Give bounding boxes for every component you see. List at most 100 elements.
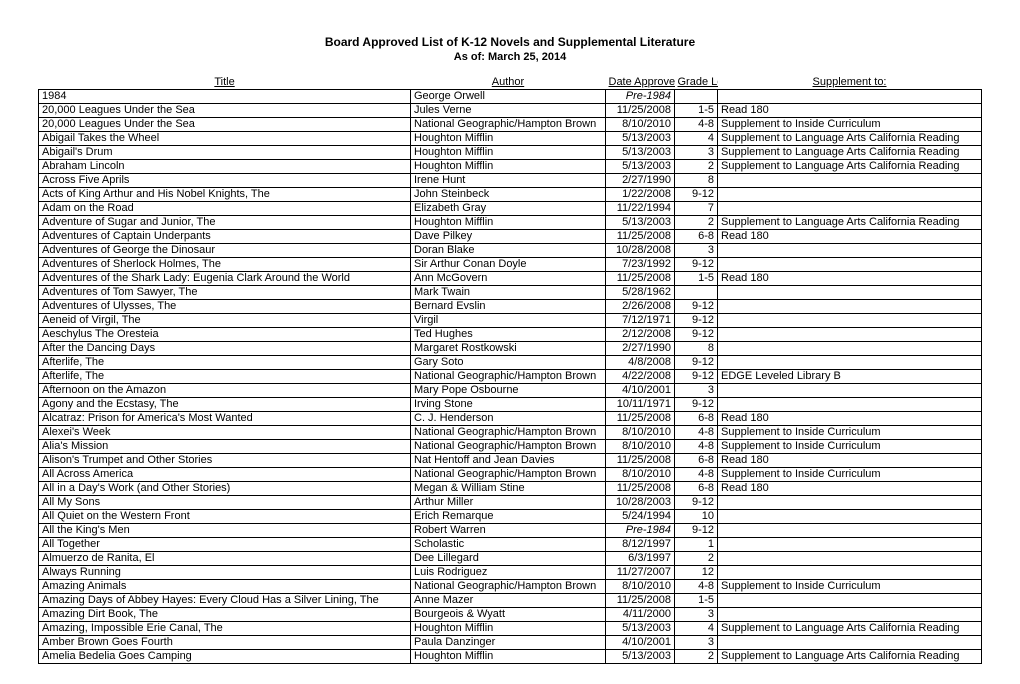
cell-grade: 9-12 bbox=[675, 496, 718, 510]
cell-date: 11/25/2008 bbox=[606, 454, 675, 468]
table-row: Abigail Takes the WheelHoughton Mifflin5… bbox=[39, 132, 982, 146]
cell-supplement bbox=[718, 552, 982, 566]
cell-supplement bbox=[718, 286, 982, 300]
cell-grade: 6-8 bbox=[675, 412, 718, 426]
cell-title: Across Five Aprils bbox=[39, 174, 411, 188]
cell-grade: 3 bbox=[675, 244, 718, 258]
cell-grade: 6-8 bbox=[675, 454, 718, 468]
cell-supplement bbox=[718, 188, 982, 202]
table-row: Adventures of Sherlock Holmes, TheSir Ar… bbox=[39, 258, 982, 272]
cell-date: 7/12/1971 bbox=[606, 314, 675, 328]
cell-author: Sir Arthur Conan Doyle bbox=[411, 258, 606, 272]
cell-author: Erich Remarque bbox=[411, 510, 606, 524]
cell-title: Aeschylus The Oresteia bbox=[39, 328, 411, 342]
cell-supplement bbox=[718, 594, 982, 608]
cell-author: Virgil bbox=[411, 314, 606, 328]
cell-author: Scholastic bbox=[411, 538, 606, 552]
cell-title: Almuerzo de Ranita, El bbox=[39, 552, 411, 566]
cell-supplement: Read 180 bbox=[718, 104, 982, 118]
table-row: All Quiet on the Western FrontErich Rema… bbox=[39, 510, 982, 524]
cell-grade: 3 bbox=[675, 608, 718, 622]
cell-author: Arthur Miller bbox=[411, 496, 606, 510]
cell-author: National Geographic/Hampton Brown bbox=[411, 580, 606, 594]
cell-date: 11/25/2008 bbox=[606, 482, 675, 496]
cell-supplement: Supplement to Language Arts California R… bbox=[718, 650, 982, 664]
cell-title: Aeneid of Virgil, The bbox=[39, 314, 411, 328]
cell-author: Doran Blake bbox=[411, 244, 606, 258]
cell-supplement: Supplement to Language Arts California R… bbox=[718, 216, 982, 230]
cell-title: Amazing, Impossible Erie Canal, The bbox=[39, 622, 411, 636]
cell-date: 6/3/1997 bbox=[606, 552, 675, 566]
cell-author: Ann McGovern bbox=[411, 272, 606, 286]
cell-author: National Geographic/Hampton Brown bbox=[411, 118, 606, 132]
cell-grade: 10 bbox=[675, 510, 718, 524]
cell-author: Houghton Mifflin bbox=[411, 132, 606, 146]
cell-grade: 4-8 bbox=[675, 426, 718, 440]
cell-supplement: Read 180 bbox=[718, 412, 982, 426]
cell-grade: 9-12 bbox=[675, 328, 718, 342]
cell-date: 8/10/2010 bbox=[606, 426, 675, 440]
table-row: Afterlife, TheNational Geographic/Hampto… bbox=[39, 370, 982, 384]
table-row: Adventures of the Shark Lady: Eugenia Cl… bbox=[39, 272, 982, 286]
cell-supplement bbox=[718, 342, 982, 356]
cell-title: Amber Brown Goes Fourth bbox=[39, 636, 411, 650]
cell-supplement: Supplement to Inside Curriculum bbox=[718, 118, 982, 132]
page-subtitle: As of: March 25, 2014 bbox=[38, 51, 982, 63]
cell-author: Anne Mazer bbox=[411, 594, 606, 608]
cell-date: 11/25/2008 bbox=[606, 230, 675, 244]
cell-title: Alexei's Week bbox=[39, 426, 411, 440]
cell-title: Adventures of Ulysses, The bbox=[39, 300, 411, 314]
cell-supplement: Read 180 bbox=[718, 272, 982, 286]
cell-supplement: Read 180 bbox=[718, 454, 982, 468]
cell-date: 10/28/2008 bbox=[606, 244, 675, 258]
cell-grade: 9-12 bbox=[675, 300, 718, 314]
cell-grade: 6-8 bbox=[675, 482, 718, 496]
cell-grade: 3 bbox=[675, 384, 718, 398]
cell-title: 1984 bbox=[39, 90, 411, 104]
table-row: 20,000 Leagues Under the SeaJules Verne1… bbox=[39, 104, 982, 118]
cell-grade: 3 bbox=[675, 146, 718, 160]
table-row: Amazing AnimalsNational Geographic/Hampt… bbox=[39, 580, 982, 594]
cell-date: 10/11/1971 bbox=[606, 398, 675, 412]
cell-title: Adventures of Sherlock Holmes, The bbox=[39, 258, 411, 272]
cell-date: 2/12/2008 bbox=[606, 328, 675, 342]
cell-date: Pre-1984 bbox=[606, 90, 675, 104]
cell-date: 4/22/2008 bbox=[606, 370, 675, 384]
cell-title: Agony and the Ecstasy, The bbox=[39, 398, 411, 412]
cell-date: 4/10/2001 bbox=[606, 636, 675, 650]
cell-grade: 4 bbox=[675, 132, 718, 146]
cell-date: 5/24/1994 bbox=[606, 510, 675, 524]
cell-title: Adventures of Captain Underpants bbox=[39, 230, 411, 244]
cell-date: 11/25/2008 bbox=[606, 412, 675, 426]
cell-supplement bbox=[718, 510, 982, 524]
cell-grade: 9-12 bbox=[675, 188, 718, 202]
table-row: Amelia Bedelia Goes CampingHoughton Miff… bbox=[39, 650, 982, 664]
table-row: Adventures of George the DinosaurDoran B… bbox=[39, 244, 982, 258]
cell-author: Paula Danzinger bbox=[411, 636, 606, 650]
cell-supplement: Supplement to Language Arts California R… bbox=[718, 622, 982, 636]
cell-author: Bernard Evslin bbox=[411, 300, 606, 314]
table-row: All Across AmericaNational Geographic/Ha… bbox=[39, 468, 982, 482]
cell-grade: 6-8 bbox=[675, 230, 718, 244]
table-row: Adam on the RoadElizabeth Gray11/22/1994… bbox=[39, 202, 982, 216]
cell-title: Abigail's Drum bbox=[39, 146, 411, 160]
cell-author: Ted Hughes bbox=[411, 328, 606, 342]
cell-author: Mark Twain bbox=[411, 286, 606, 300]
cell-supplement bbox=[718, 328, 982, 342]
cell-title: Always Running bbox=[39, 566, 411, 580]
table-row: 1984George OrwellPre-1984 bbox=[39, 90, 982, 104]
table-row: Alexei's WeekNational Geographic/Hampton… bbox=[39, 426, 982, 440]
cell-author: Irene Hunt bbox=[411, 174, 606, 188]
cell-supplement: Supplement to Language Arts California R… bbox=[718, 160, 982, 174]
cell-date: 5/13/2003 bbox=[606, 146, 675, 160]
col-header-author: Author bbox=[411, 75, 606, 90]
cell-grade: 9-12 bbox=[675, 356, 718, 370]
cell-title: Afternoon on the Amazon bbox=[39, 384, 411, 398]
cell-title: Alison's Trumpet and Other Stories bbox=[39, 454, 411, 468]
cell-date: 11/25/2008 bbox=[606, 272, 675, 286]
cell-date: 7/23/1992 bbox=[606, 258, 675, 272]
table-row: All My SonsArthur Miller10/28/20039-12 bbox=[39, 496, 982, 510]
cell-grade: 9-12 bbox=[675, 524, 718, 538]
cell-title: Afterlife, The bbox=[39, 370, 411, 384]
cell-title: Amazing Days of Abbey Hayes: Every Cloud… bbox=[39, 594, 411, 608]
